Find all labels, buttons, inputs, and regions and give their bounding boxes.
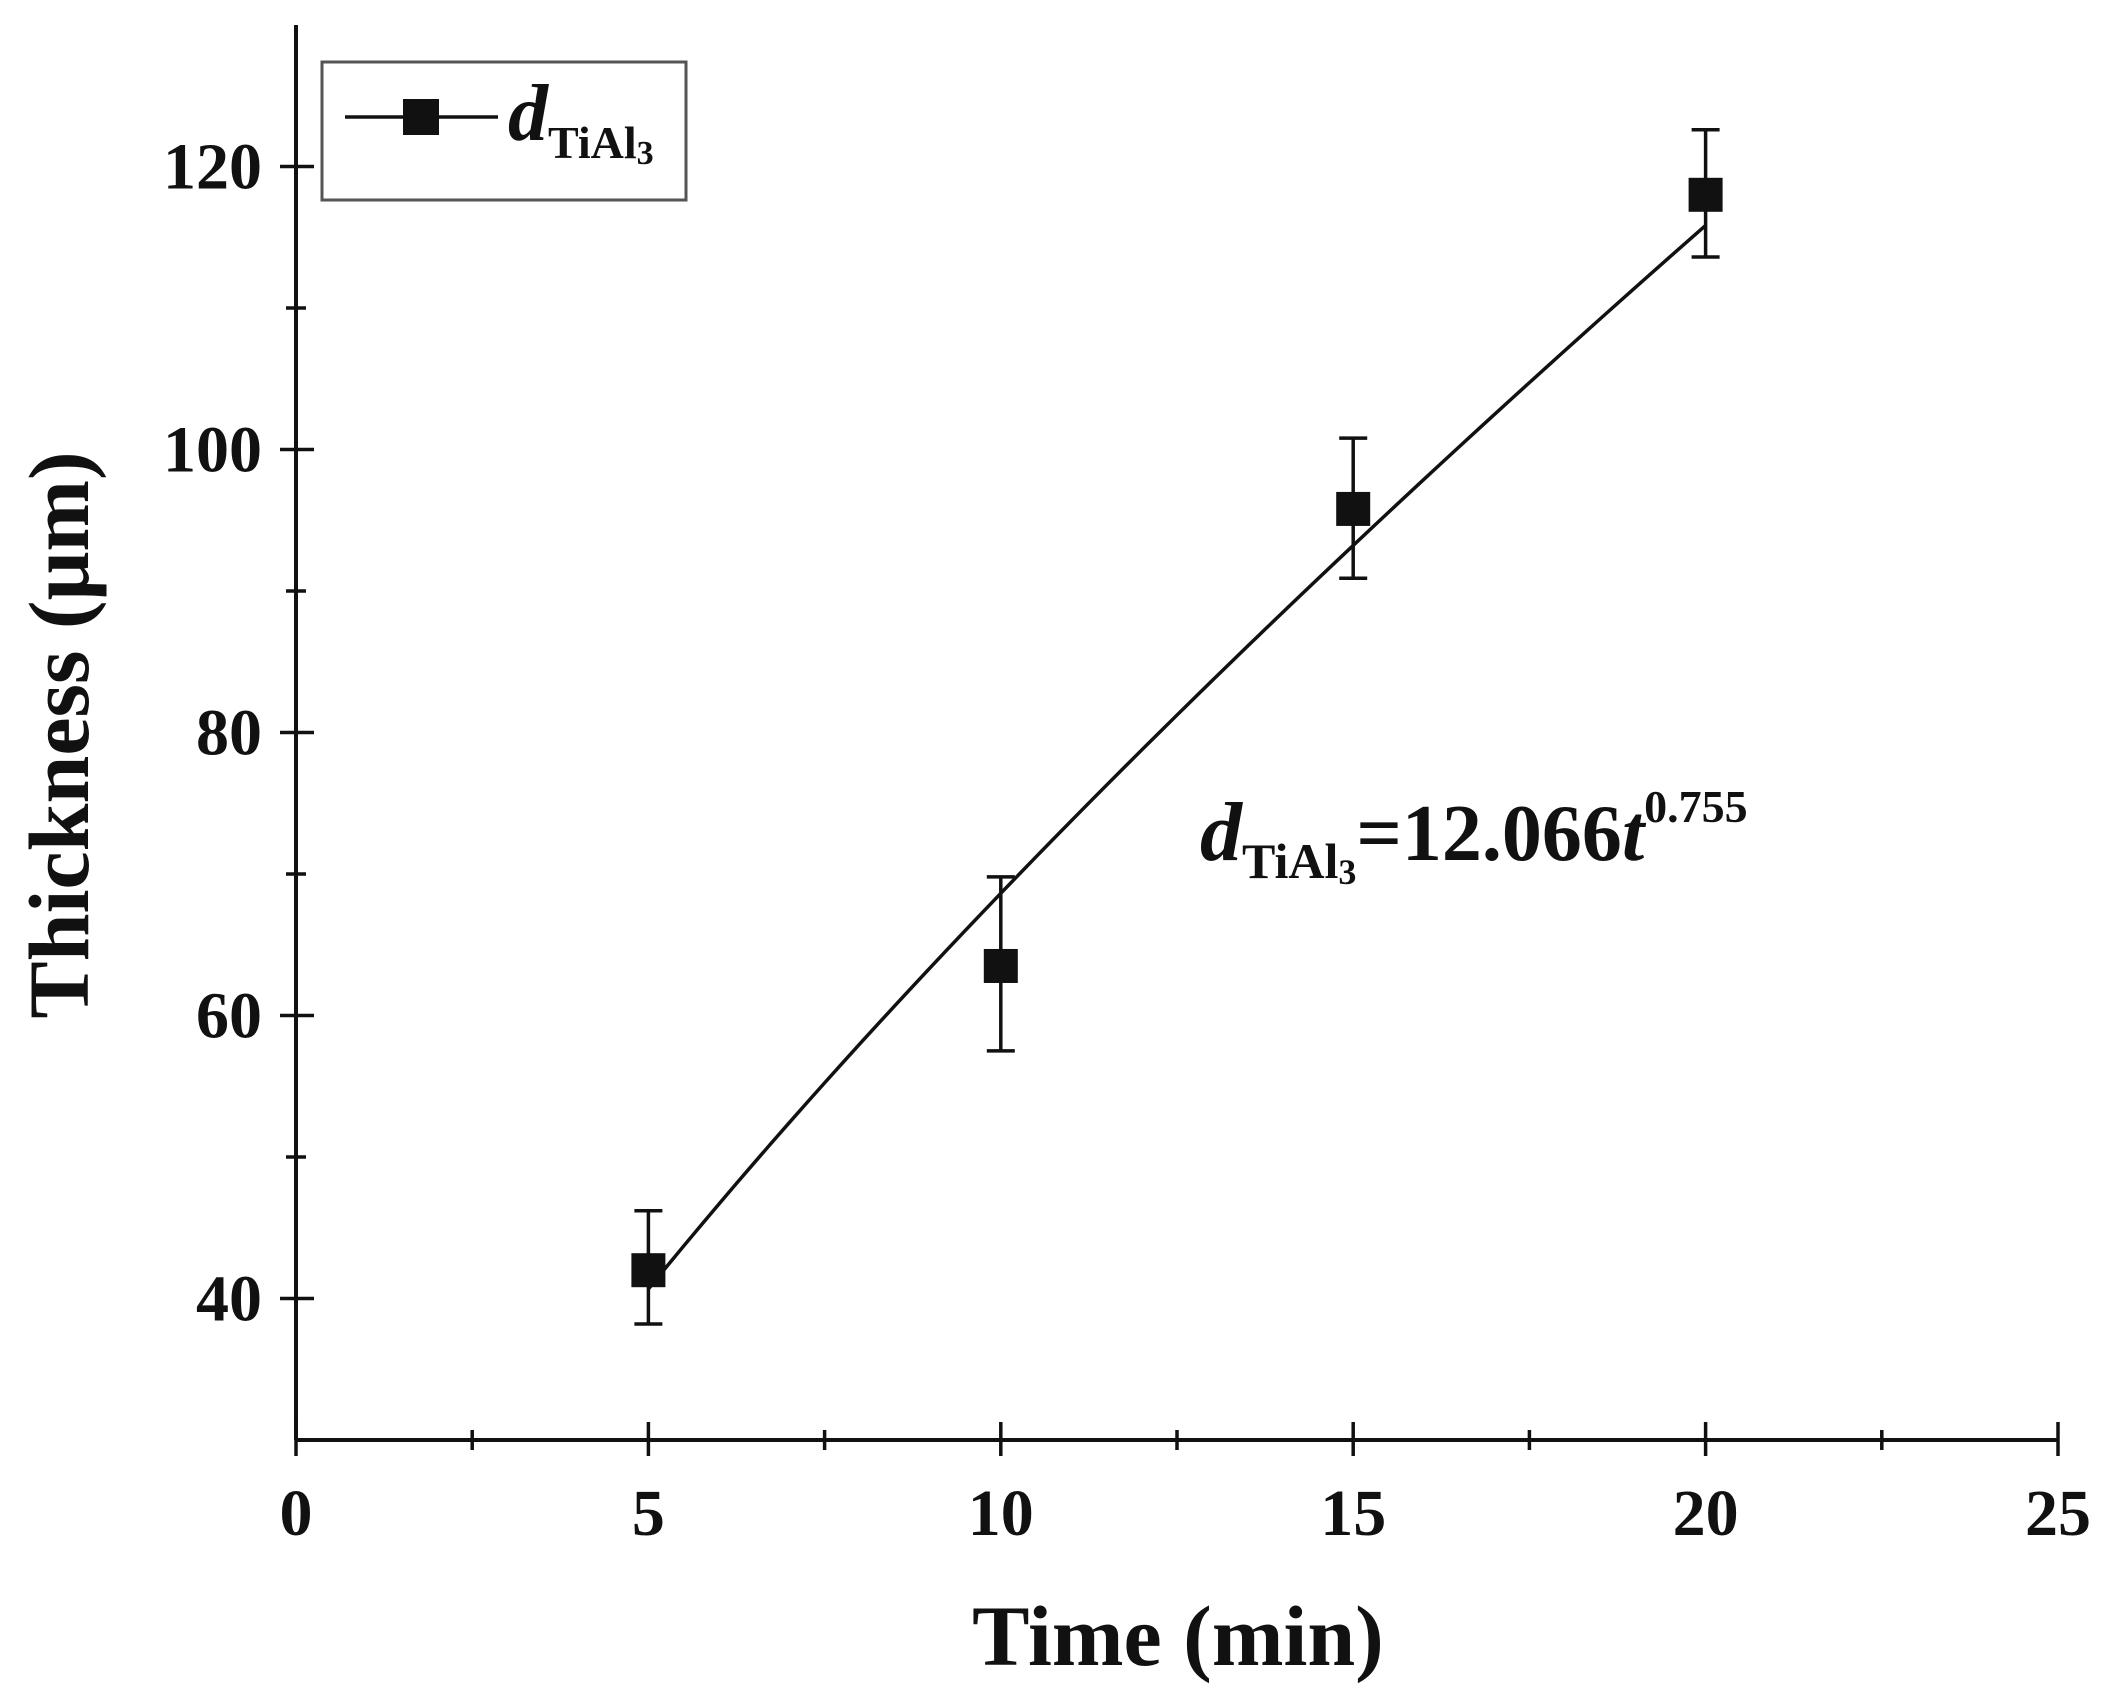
x-tick-label: 15 xyxy=(1320,1477,1386,1550)
y-tick-label: 120 xyxy=(163,131,262,204)
x-tick-label: 20 xyxy=(1673,1477,1739,1550)
ticks: 0 5 10 15 20 25 40 60 80 100 120 xyxy=(163,131,2091,1551)
fit-curve-group xyxy=(647,224,1707,1291)
x-tick-label: 0 xyxy=(280,1477,313,1550)
legend-subsubscript: 3 xyxy=(637,135,654,172)
legend-subscript: TiAl xyxy=(548,117,637,168)
legend-marker xyxy=(403,99,439,135)
x-tick-label: 5 xyxy=(632,1477,665,1550)
equation-subscript: TiAl xyxy=(1242,833,1338,889)
legend-symbol: d xyxy=(508,70,549,158)
y-axis-title: Thickness (μm) xyxy=(11,451,107,1018)
data-marker xyxy=(983,948,1018,983)
equation-exponent: 0.755 xyxy=(1644,781,1748,832)
equation-coefficient: =12.066 xyxy=(1356,790,1622,878)
equation-subsubscript: 3 xyxy=(1338,852,1356,892)
data-marker xyxy=(1336,491,1371,526)
data-marker xyxy=(631,1253,666,1288)
equation-variable: t xyxy=(1622,790,1647,878)
y-tick-label: 80 xyxy=(196,697,262,770)
x-axis-title: Time (min) xyxy=(972,1588,1384,1684)
data-point xyxy=(631,1209,666,1326)
x-tick-label: 25 xyxy=(2025,1477,2091,1550)
y-tick-label: 40 xyxy=(196,1263,262,1336)
fit-curve xyxy=(647,224,1707,1291)
x-tick-label: 10 xyxy=(968,1477,1034,1550)
data-point xyxy=(983,875,1018,1053)
data-points xyxy=(631,127,1723,1326)
legend-box xyxy=(320,60,688,202)
data-point xyxy=(1688,127,1723,259)
fit-equation: dTiAl3=12.066t0.755 xyxy=(1200,781,1748,892)
data-point xyxy=(1336,436,1371,581)
legend-label: dTiAl3 xyxy=(508,70,654,172)
y-tick-label: 60 xyxy=(196,980,262,1053)
y-tick-label: 100 xyxy=(163,414,262,487)
data-marker xyxy=(1688,177,1723,212)
axes xyxy=(294,25,2058,1442)
legend: dTiAl3 xyxy=(320,60,688,202)
equation-symbol: d xyxy=(1200,786,1244,879)
